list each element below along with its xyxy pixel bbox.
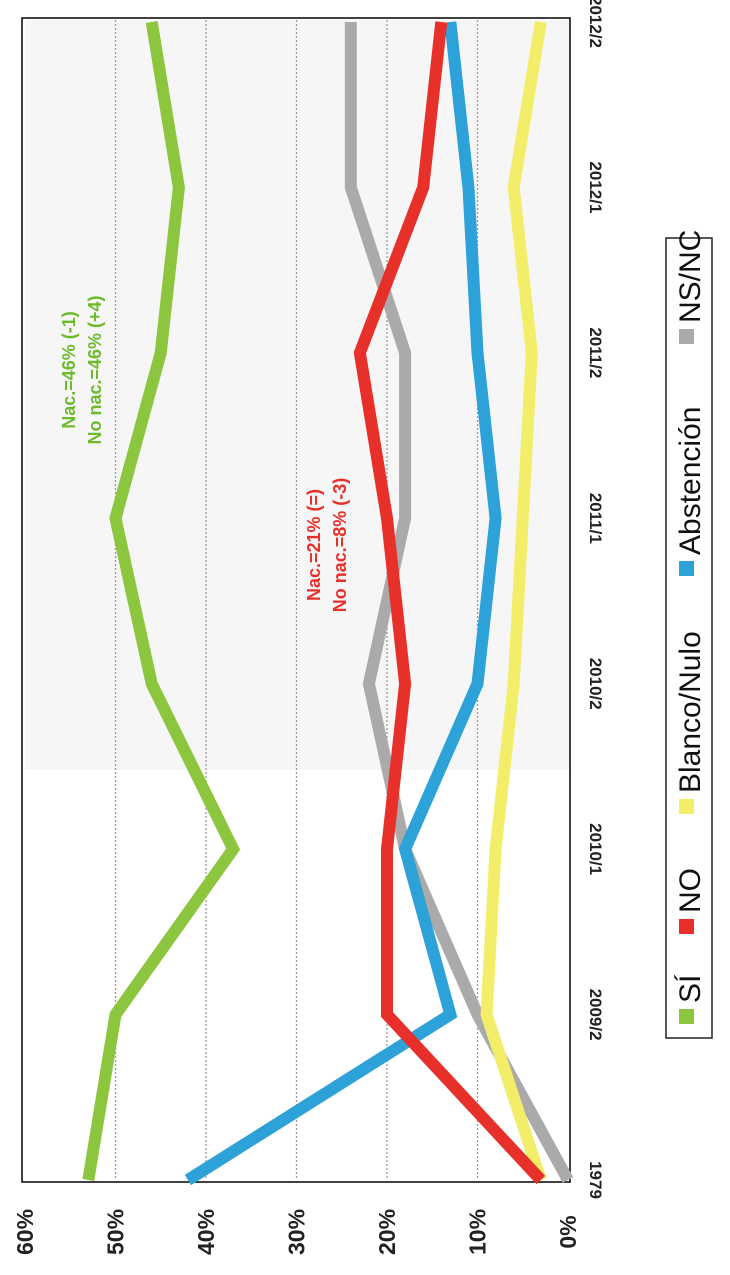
legend-swatch <box>679 799 694 814</box>
series-lines <box>82 21 574 1186</box>
y-tick-label: 0% <box>555 1215 581 1248</box>
y-tick-label: 20% <box>374 1209 400 1255</box>
legend-swatch <box>679 1009 694 1024</box>
legend-label: SÍ <box>674 974 707 1003</box>
y-tick-label: 60% <box>12 1209 38 1255</box>
series-line-no <box>353 21 546 1185</box>
legend-swatch <box>679 329 694 344</box>
x-tick-labels: 1979 2009/2 2010/1 2010/2 2011/1 2011/2 2012/1… <box>586 0 605 1199</box>
x-tick-label: 2012/2 <box>586 0 605 48</box>
legend-label: NO <box>674 868 707 913</box>
x-tick-label: 2011/2 <box>586 327 605 378</box>
y-tick-label: 10% <box>465 1209 491 1255</box>
series-line-abstenci-n <box>184 21 502 1186</box>
series-line-ns-nc <box>344 22 574 1183</box>
y-tick-labels: 0% 10% 20% 30% 40% 50% 60% <box>12 1209 581 1255</box>
x-tick-label: 2011/1 <box>586 493 605 544</box>
legend: SÍ NO Blanco/Nulo Abstención NS/NC <box>665 230 713 1039</box>
legend-box <box>665 237 713 1039</box>
legend-label: Blanco/Nulo <box>674 631 707 793</box>
annotation-no-line-1: Nac.=21% (=) <box>304 489 324 601</box>
legend-label: Abstención <box>674 407 707 555</box>
annotation-no: Nac.=21% (=) No nac.=8% (-3) <box>304 478 350 613</box>
x-tick-label: 2010/2 <box>586 658 605 710</box>
series-line-blanco-nulo <box>480 21 547 1182</box>
annotation-si-line-1: Nac.=46% (-1) <box>59 311 79 429</box>
legend-label: NS/NC <box>674 230 707 323</box>
legend-swatch <box>679 919 694 934</box>
x-tick-label: 2010/1 <box>586 823 605 875</box>
legend-swatch <box>679 561 694 576</box>
x-tick-label: 1979 <box>586 1161 605 1199</box>
annotation-no-line-2: No nac.=8% (-3) <box>330 478 350 613</box>
annotation-si-line-2: No nac.=46% (+4) <box>85 295 105 444</box>
y-tick-label: 30% <box>284 1209 310 1255</box>
y-tick-label: 50% <box>103 1209 129 1255</box>
x-tick-label: 2009/2 <box>586 989 605 1041</box>
x-tick-label: 2012/1 <box>586 161 605 213</box>
y-tick-label: 40% <box>193 1209 219 1255</box>
series-line-s- <box>82 21 241 1181</box>
annotation-si: Nac.=46% (-1) No nac.=46% (+4) <box>59 295 105 444</box>
